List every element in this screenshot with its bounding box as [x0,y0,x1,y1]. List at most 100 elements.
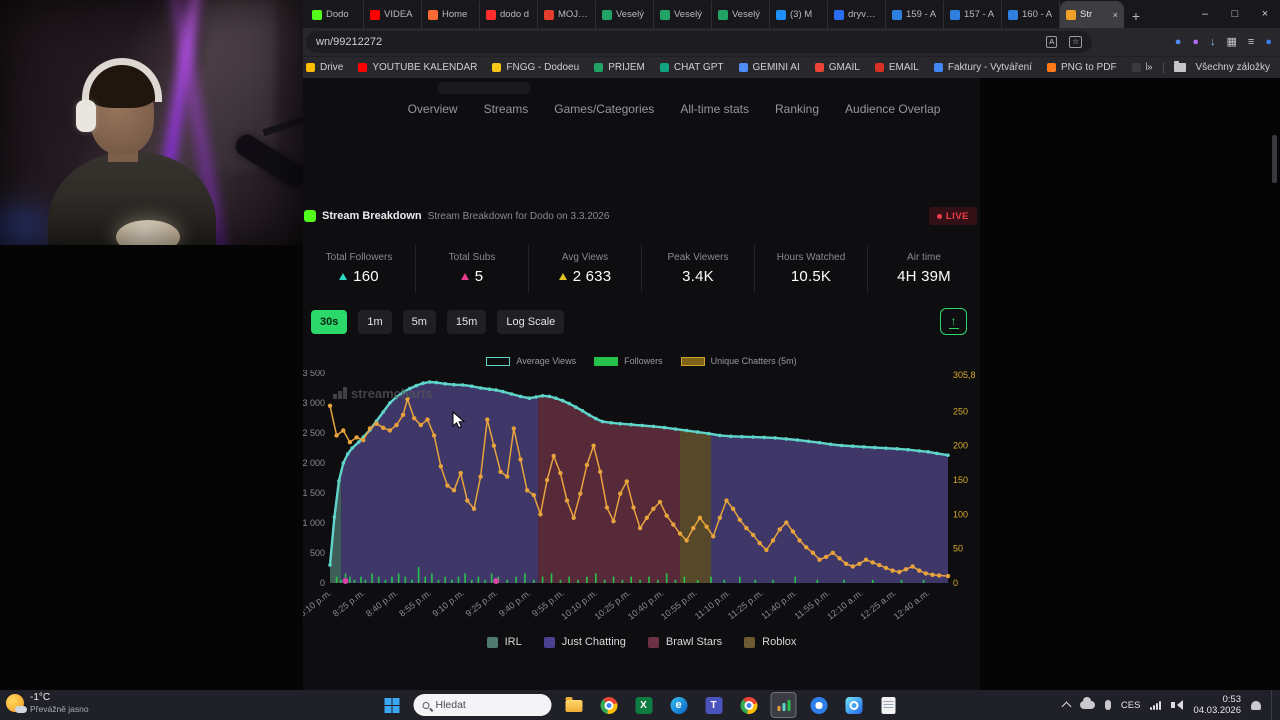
stat-cell: Peak Viewers 3.4K [641,245,754,292]
bookmark-item[interactable]: Drive [306,62,343,73]
sidebar-icon[interactable]: ≡ [1247,35,1255,48]
nav-link[interactable]: All-time stats [680,102,749,116]
browser-tab[interactable]: 159 - A × [886,1,944,28]
tab-favicon [602,9,612,20]
chat-app-button[interactable] [806,692,832,718]
teams-button[interactable] [701,692,727,718]
browser-tab[interactable]: dryvero × [828,1,886,28]
bookmark-item[interactable]: Faktury - Vytváření [933,62,1032,73]
tab-close-icon[interactable]: × [1112,9,1118,20]
browser-tab[interactable]: 160 - A × [1002,1,1060,28]
bookmark-item[interactable]: GEMINI AI [738,62,800,73]
interval-button[interactable]: 30s [311,310,348,334]
tab-label: dryvero [848,9,879,20]
browser-tab[interactable]: Veselý × [596,1,654,28]
bookmark-star-icon[interactable]: ☆ [1069,36,1082,48]
nav-link[interactable]: Streams [483,102,529,116]
browser-button[interactable] [736,692,762,718]
nav-link[interactable]: Audience Overlap [845,102,941,116]
bookmark-item[interactable]: YOUTUBE KALENDÁŘ [358,62,477,73]
hidden-icons-chevron[interactable] [1061,701,1072,712]
active-app-button[interactable] [770,692,797,718]
edge-button[interactable] [666,692,692,718]
svg-text:11:10 p.m.: 11:10 p.m. [693,588,732,622]
browser-tab[interactable]: dodo d × [480,1,538,28]
tab-label: 159 - A [906,9,937,20]
legend-item[interactable]: Unique Chatters (5m) [680,356,797,366]
svg-text:200: 200 [953,441,968,451]
mic-icon[interactable] [1104,700,1111,710]
browser-tab[interactable]: MOJE E × [538,1,596,28]
browser-tab[interactable]: (3) M × [770,1,828,28]
bookmark-item[interactable]: PŘÍJEM [594,62,645,73]
extension-blue-icon[interactable]: ● [1174,35,1182,48]
partial-element [437,82,531,94]
browser-tab[interactable]: Home × [422,1,480,28]
speaker-icon[interactable] [1171,700,1184,710]
bookmark-item[interactable]: https://www.ilovepd... [1131,62,1147,73]
spellcheck-icon[interactable]: A [1046,36,1058,48]
browser-tab[interactable]: Veselý × [654,1,712,28]
bookmark-item[interactable]: PNG to PDF [1046,62,1117,73]
chrome-button[interactable] [596,692,622,718]
page-scrollbar[interactable] [1272,135,1277,183]
browser-tab[interactable]: 157 - A × [944,1,1002,28]
extension-purple-icon[interactable]: ● [1192,35,1200,48]
svg-text:9:40 p.m.: 9:40 p.m. [497,588,533,619]
stat-value: 2 633 [572,268,612,285]
svg-text:1 000: 1 000 [303,518,325,528]
download-icon[interactable]: ↓ [1210,35,1216,48]
extensions-puzzle-icon[interactable]: ▦ [1226,35,1237,48]
bookmark-item[interactable]: GMAIL [814,62,860,73]
address-bar[interactable]: wn/99212272 A ☆ [306,31,1092,53]
interval-button[interactable]: 15m [446,310,487,334]
system-tray: CES 0:53 04.03.2026 [1061,690,1274,720]
interval-button[interactable]: Log Scale [497,310,565,334]
stream-chart[interactable]: 0 500 1 000 1 500 2 000 2 500 3 000 3 500 0 50 100… [303,370,983,634]
taskbar-clock[interactable]: 0:53 04.03.2026 [1193,694,1241,716]
show-desktop-button[interactable] [1271,690,1274,720]
nav-link[interactable]: Ranking [775,102,820,116]
file-explorer-button[interactable] [561,692,587,718]
onedrive-cloud-icon[interactable] [1079,697,1095,709]
legend-item[interactable]: Average Views [486,356,576,366]
interval-button[interactable]: 5m [402,310,436,334]
chrome-icon [600,696,617,714]
svg-text:0: 0 [320,578,325,588]
browser-tab[interactable]: Veselý × [712,1,770,28]
share-button[interactable]: ↑ [940,308,967,335]
network-icon[interactable] [1150,700,1162,710]
close-button[interactable]: × [1261,8,1269,20]
bookmark-item[interactable]: EMAIL [874,62,919,73]
bookmark-item[interactable]: CHAT GPT [659,62,724,73]
tab-label: Veselý [616,9,644,20]
start-button[interactable] [379,692,405,718]
tab-favicon [776,9,786,20]
weather-widget[interactable]: -1°C Převážně jasno [6,692,89,714]
maximize-button[interactable]: □ [1231,8,1239,20]
all-bookmarks-button[interactable]: Všechny záložky [1195,62,1270,73]
new-tab-button[interactable]: + [1131,8,1141,24]
nav-link[interactable]: Overview [407,102,458,116]
bookmark-item[interactable]: FNGG - Dodoeu [492,62,579,73]
legend-swatch [486,356,511,366]
bookmark-favicon [1131,63,1141,72]
interval-button[interactable]: 1m [358,310,392,334]
browser-tab[interactable]: VIDEA × [364,1,422,28]
browser-tab[interactable]: Str × [1060,1,1124,28]
notepad-button[interactable] [876,692,902,718]
profile-avatar[interactable]: ● [1265,35,1272,48]
svg-text:8:55 p.m.: 8:55 p.m. [397,588,433,619]
bookmark-favicon [933,63,943,72]
browser-tab[interactable]: Dodo × [306,1,364,28]
bookmarks-overflow-chevron[interactable]: » [1146,62,1153,73]
taskbar-search[interactable]: Hledat [413,694,552,716]
notification-bell-icon[interactable] [1251,700,1261,710]
excel-button[interactable] [631,692,657,718]
legend-item[interactable]: Followers [594,356,663,366]
minimize-button[interactable]: – [1201,8,1209,20]
stat-value: 160 [353,268,379,285]
language-indicator[interactable]: CES [1120,699,1141,711]
photos-button[interactable] [841,692,867,718]
nav-link[interactable]: Games/Categories [554,102,655,116]
